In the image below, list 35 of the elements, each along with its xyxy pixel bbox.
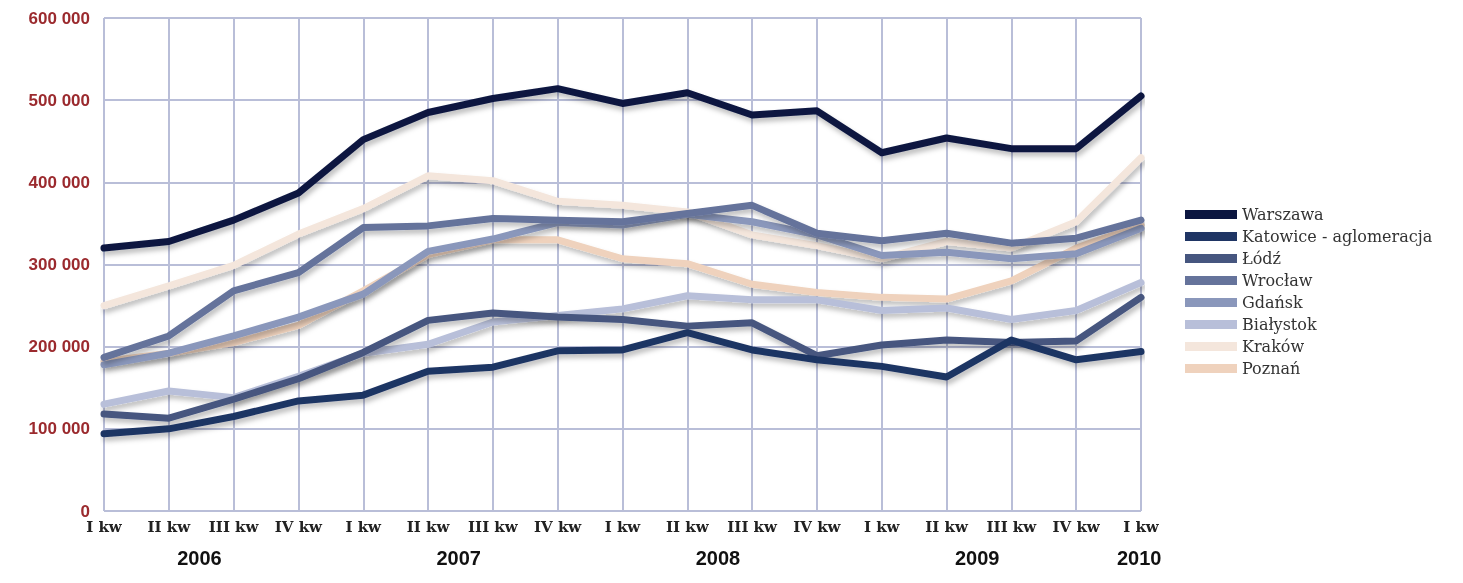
x-tick-label: IV kw <box>793 517 842 536</box>
x-tick-label: II kw <box>147 517 192 536</box>
text: 2010 <box>1117 547 1162 569</box>
x-tick-label: II kw <box>666 517 710 536</box>
y-tick-label: 300 000 <box>28 255 90 274</box>
x-tick-label: III kw <box>986 517 1038 536</box>
text: 2008 <box>695 547 741 569</box>
x-tick-label: III kw <box>727 517 778 536</box>
y-tick-label: 400 000 <box>28 172 90 192</box>
x-tick-label: I kw <box>345 517 383 536</box>
x-tick-label: I kw <box>863 517 901 536</box>
legend-label: Łódź <box>1242 249 1282 268</box>
x-tick-label: II kw <box>925 517 969 536</box>
y-tick-label: 600 000 <box>28 8 90 28</box>
legend-label: Gdańsk <box>1242 293 1304 312</box>
x-tick-label: IV kw <box>274 517 324 536</box>
legend-label: Katowice - aglomeracja <box>1242 227 1433 246</box>
legend-label: Wrocław <box>1242 271 1313 290</box>
legend-label: Warszawa <box>1242 205 1325 224</box>
x-tick-label: III kw <box>468 517 519 536</box>
x-tick-label: IV kw <box>534 517 583 536</box>
x-tick-label: III kw <box>208 517 260 536</box>
x-tick-label: I kw <box>1123 517 1160 536</box>
y-tick-label: 500 000 <box>28 90 90 110</box>
text: 2006 <box>177 547 222 569</box>
x-tick-label: I kw <box>604 517 642 536</box>
legend-label: Białystok <box>1242 315 1317 334</box>
legend-label: Poznań <box>1242 359 1301 378</box>
x-tick-label: IV kw <box>1052 517 1101 536</box>
text: 2009 <box>954 547 1000 569</box>
y-tick-label: 100 000 <box>28 419 90 439</box>
y-tick-label: 200 000 <box>28 337 90 357</box>
legend-label: Kraków <box>1242 337 1305 356</box>
x-tick-label: II kw <box>406 517 451 536</box>
text: 2007 <box>436 547 481 569</box>
